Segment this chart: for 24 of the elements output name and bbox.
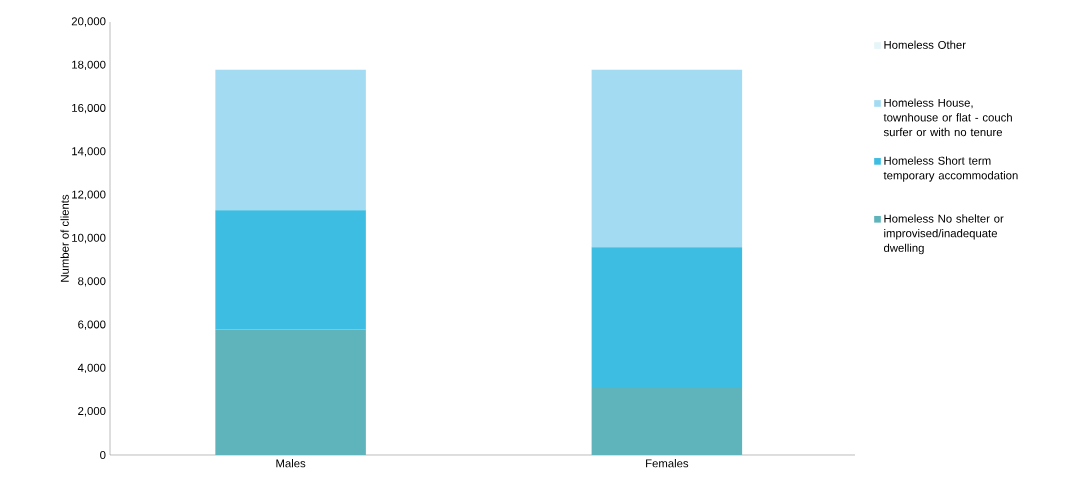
bar [215,210,366,330]
x-tick-label: Females [646,459,689,468]
legend-label: Homeless No shelter or improvised/inadequate dwelling [883,214,1004,255]
y-tick-label: 4,000 [77,363,106,374]
bar [591,247,743,388]
y-tick-label: 16,000 [72,103,106,114]
y-tick-label: 0 [100,451,106,460]
y-tick-label: 20,000 [71,17,106,27]
y-tick-label: 2,000 [78,407,106,417]
y-tick-label: 10,000 [72,233,106,244]
y-tick-label: 6,000 [78,320,106,330]
y-axis-title: Number of clients [60,194,69,282]
bar [591,69,743,248]
bar [215,69,366,211]
bar [591,387,743,455]
legend-label: Homeless Other [884,40,966,49]
y-tick-label: 12,000 [72,190,106,200]
y-tick-label: 18,000 [72,60,106,70]
y-tick-label: 14,000 [72,147,106,157]
bar [215,329,366,455]
legend-label: Homeless House, townhouse or flat - couch surfer or with no tenure [883,98,1012,137]
legend-label: Homeless Short term temporary accommodation [883,156,1018,182]
x-tick-label: Males [276,459,306,468]
y-tick-label: 8,000 [78,277,106,287]
